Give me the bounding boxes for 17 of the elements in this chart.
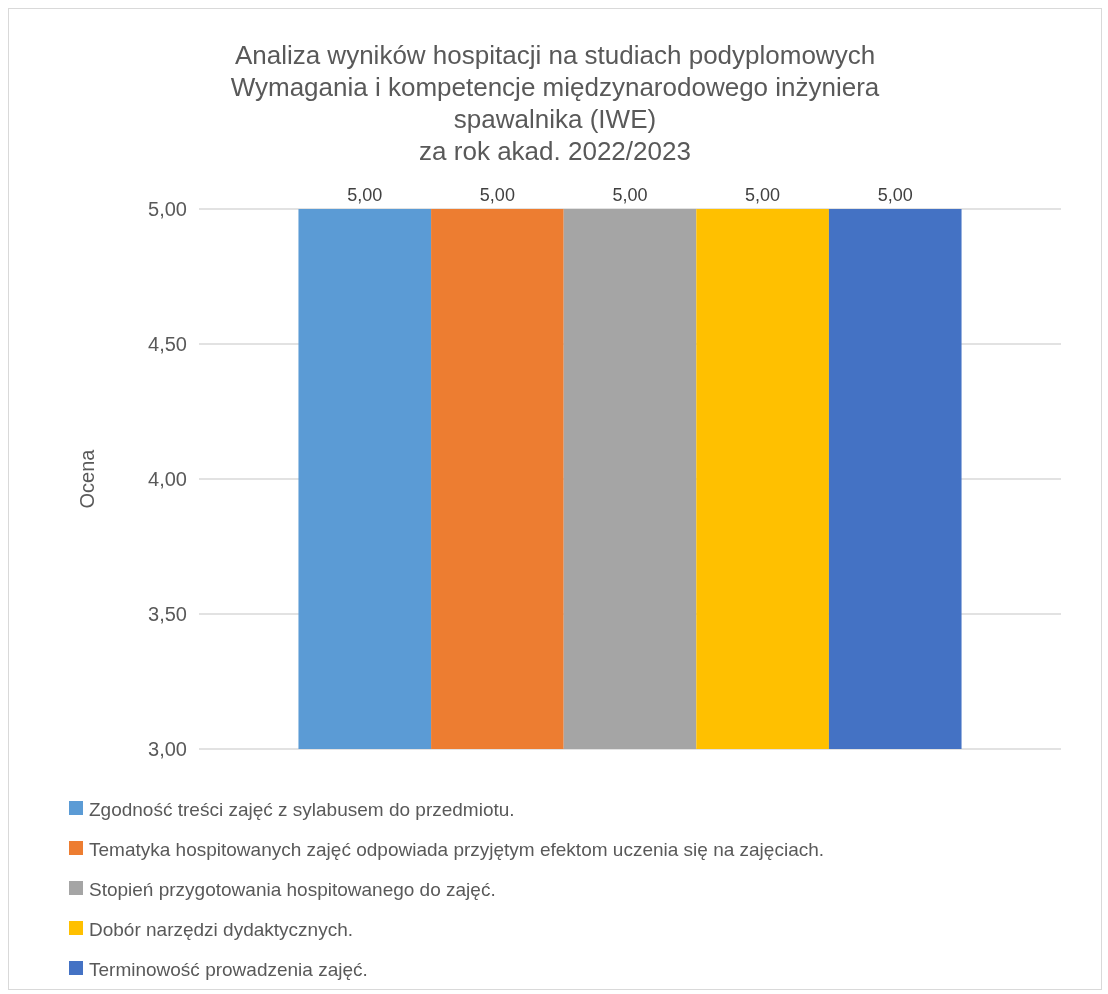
chart-title: Analiza wyników hospitacji na studiach podyplomowych Wymagania i kompetencje międzynarodowego inżyniera spawalnika (IWE) za rok akad. 2022/2023 (230, 40, 880, 166)
data-label: 5,00 (347, 185, 383, 205)
legend-label: Zgodność treści zajęć z sylabusem do przedmiotu. (89, 798, 515, 820)
legend-label: Tematyka hospitowanych zajęć odpowiada przyjętym efektom uczenia się na zajęciach. (89, 838, 825, 860)
y-tick-label: 4,00 (148, 468, 187, 490)
data-label: 5,00 (745, 185, 781, 205)
y-tick-label: 4,50 (148, 333, 187, 355)
data-label: 5,00 (479, 185, 515, 205)
legend-label: Terminowość prowadzenia zajęć. (89, 958, 368, 980)
legend-label: Dobór narzędzi dydaktycznych. (89, 918, 354, 940)
y-tick-label: 3,50 (148, 603, 187, 625)
y-tick-label: 3,00 (148, 738, 187, 760)
legend-label: Stopień przygotowania hospitowanego do zajęć. (89, 878, 496, 900)
y-tick-label: 5,00 (148, 198, 187, 220)
y-axis-title: Ocena (76, 448, 98, 509)
data-label: 5,00 (877, 185, 913, 205)
data-label: 5,00 (612, 185, 648, 205)
